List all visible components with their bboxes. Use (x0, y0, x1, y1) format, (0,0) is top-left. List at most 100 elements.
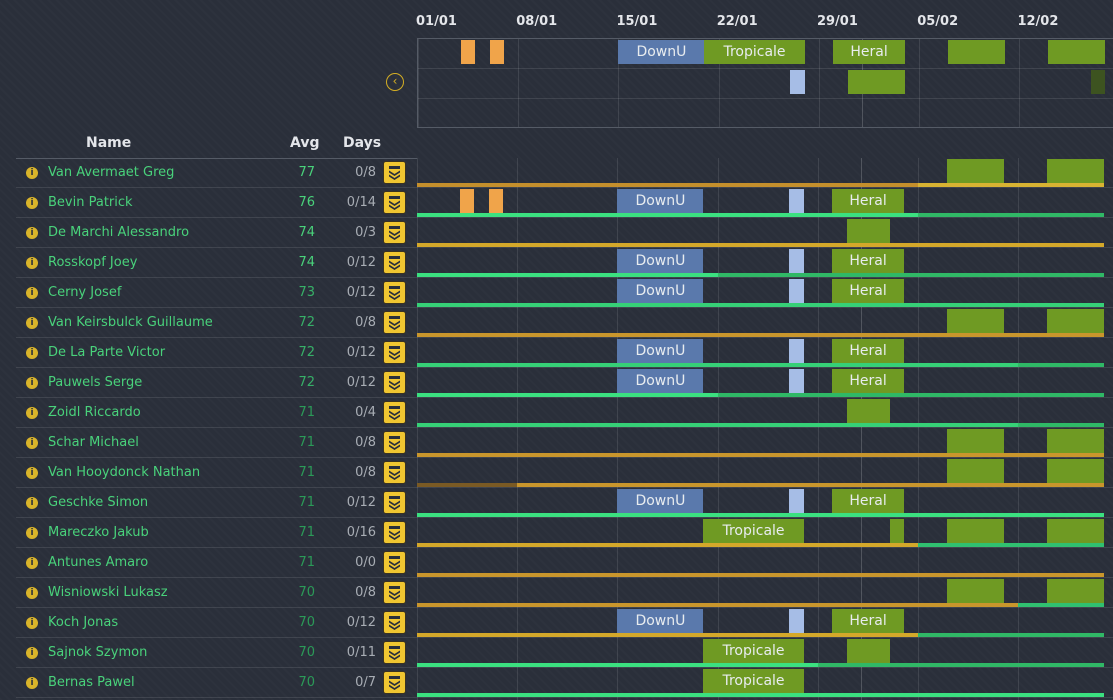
rank-chevron-icon[interactable] (383, 581, 406, 604)
rider-name[interactable]: Antunes Amaro (48, 555, 149, 570)
schedule-race-block[interactable] (946, 159, 1005, 183)
overview-race-block[interactable] (1048, 39, 1106, 64)
schedule-race-block[interactable] (1047, 159, 1105, 183)
rider-row[interactable]: i Rosskopf Joey 74 0/12 DownU Heral (0, 248, 1113, 278)
rank-chevron-icon[interactable] (383, 521, 406, 544)
rider-schedule-track[interactable] (417, 158, 1113, 188)
schedule-race-block[interactable] (946, 519, 1005, 543)
schedule-race-tropicale[interactable]: Tropicale (703, 519, 804, 543)
schedule-race-downu[interactable]: DownU (617, 279, 704, 303)
schedule-race-downu[interactable]: DownU (617, 339, 704, 363)
info-icon[interactable]: i (26, 437, 38, 449)
rider-schedule-track[interactable] (417, 578, 1113, 608)
rider-row[interactable]: i Van Avermaet Greg 77 0/8 (0, 158, 1113, 188)
overview-race-block[interactable] (460, 39, 476, 64)
rider-row[interactable]: i Koch Jonas 70 0/12 DownU Heral (0, 608, 1113, 638)
schedule-race-block[interactable] (488, 189, 503, 213)
rider-name[interactable]: Bernas Pawel (48, 675, 135, 690)
rider-row[interactable]: i Bernas Pawel 70 0/7 Tropicale (0, 668, 1113, 698)
rank-chevron-icon[interactable] (383, 221, 406, 244)
rider-row[interactable]: i Pauwels Serge 72 0/12 DownU Heral (0, 368, 1113, 398)
schedule-race-tropicale[interactable]: Tropicale (703, 639, 804, 663)
schedule-race-block[interactable] (946, 309, 1005, 333)
rider-schedule-track[interactable] (417, 458, 1113, 488)
rank-chevron-icon[interactable] (383, 341, 406, 364)
overview-race-heral[interactable]: Heral (833, 39, 905, 64)
rank-chevron-icon[interactable] (383, 491, 406, 514)
rider-schedule-track[interactable]: Tropicale (417, 668, 1113, 698)
schedule-race-heral[interactable]: Heral (832, 189, 904, 213)
rank-chevron-icon[interactable] (383, 431, 406, 454)
schedule-race-block[interactable] (789, 339, 804, 363)
rank-chevron-icon[interactable] (383, 191, 406, 214)
rider-name[interactable]: Van Avermaet Greg (48, 165, 175, 180)
info-icon[interactable]: i (26, 377, 38, 389)
info-icon[interactable]: i (26, 557, 38, 569)
schedule-race-block[interactable] (789, 489, 804, 513)
rider-row[interactable]: i Cerny Josef 73 0/12 DownU Heral (0, 278, 1113, 308)
schedule-race-block[interactable] (789, 279, 804, 303)
rider-name[interactable]: Geschke Simon (48, 495, 149, 510)
rider-name[interactable]: Schar Michael (48, 435, 139, 450)
info-icon[interactable]: i (26, 617, 38, 629)
rider-row[interactable]: i De La Parte Victor 72 0/12 DownU Heral (0, 338, 1113, 368)
schedule-race-block[interactable] (459, 189, 475, 213)
rider-schedule-track[interactable]: Tropicale (417, 518, 1113, 548)
info-icon[interactable]: i (26, 527, 38, 539)
schedule-race-block[interactable] (846, 399, 890, 423)
rank-chevron-icon[interactable] (383, 641, 406, 664)
info-icon[interactable]: i (26, 227, 38, 239)
rider-row[interactable]: i Van Hooydonck Nathan 71 0/8 (0, 458, 1113, 488)
schedule-race-block[interactable] (789, 249, 804, 273)
rider-schedule-track[interactable]: DownU Heral (417, 248, 1113, 278)
rider-schedule-track[interactable]: DownU Heral (417, 608, 1113, 638)
rank-chevron-icon[interactable] (383, 281, 406, 304)
schedule-race-block[interactable] (1047, 459, 1105, 483)
rider-name[interactable]: Bevin Patrick (48, 195, 133, 210)
chevron-left-icon[interactable]: ‹ (386, 73, 404, 91)
rank-chevron-icon[interactable] (383, 371, 406, 394)
overview-race-downu[interactable]: DownU (618, 39, 705, 64)
rider-schedule-track[interactable]: DownU Heral (417, 338, 1113, 368)
info-icon[interactable]: i (26, 587, 38, 599)
rider-schedule-track[interactable] (417, 218, 1113, 248)
rider-schedule-track[interactable] (417, 398, 1113, 428)
rider-row[interactable]: i Zoidl Riccardo 71 0/4 (0, 398, 1113, 428)
rider-name[interactable]: De La Parte Victor (48, 345, 166, 360)
overview-race-block[interactable] (790, 69, 805, 94)
schedule-race-downu[interactable]: DownU (617, 369, 704, 393)
rider-name[interactable]: Mareczko Jakub (48, 525, 149, 540)
schedule-race-block[interactable] (946, 429, 1005, 453)
rider-schedule-track[interactable] (417, 428, 1113, 458)
rider-row[interactable]: i Wisniowski Lukasz 70 0/8 (0, 578, 1113, 608)
rank-chevron-icon[interactable] (383, 401, 406, 424)
schedule-race-block[interactable] (1047, 429, 1105, 453)
column-header-avg[interactable]: Avg (290, 135, 320, 151)
rider-schedule-track[interactable] (417, 308, 1113, 338)
info-icon[interactable]: i (26, 257, 38, 269)
schedule-race-block[interactable] (789, 369, 804, 393)
rider-name[interactable]: Van Hooydonck Nathan (48, 465, 201, 480)
schedule-race-tropicale[interactable]: Tropicale (703, 669, 804, 693)
rider-schedule-track[interactable]: DownU Heral (417, 278, 1113, 308)
rider-name[interactable]: Rosskopf Joey (48, 255, 138, 270)
column-header-name[interactable]: Name (86, 135, 132, 151)
rider-schedule-track[interactable]: DownU Heral (417, 488, 1113, 518)
rank-chevron-icon[interactable] (383, 611, 406, 634)
rider-name[interactable]: Van Keirsbulck Guillaume (48, 315, 213, 330)
rider-row[interactable]: i Antunes Amaro 71 0/0 (0, 548, 1113, 578)
rank-chevron-icon[interactable] (383, 161, 406, 184)
info-icon[interactable]: i (26, 677, 38, 689)
schedule-race-block[interactable] (789, 189, 804, 213)
rider-schedule-track[interactable]: DownU Heral (417, 368, 1113, 398)
info-icon[interactable]: i (26, 167, 38, 179)
rider-name[interactable]: Koch Jonas (48, 615, 119, 630)
info-icon[interactable]: i (26, 317, 38, 329)
rider-row[interactable]: i Bevin Patrick 76 0/14 DownU Heral (0, 188, 1113, 218)
schedule-race-block[interactable] (846, 639, 890, 663)
info-icon[interactable]: i (26, 467, 38, 479)
rider-row[interactable]: i Geschke Simon 71 0/12 DownU Heral (0, 488, 1113, 518)
rider-schedule-track[interactable]: Tropicale (417, 638, 1113, 668)
schedule-race-block[interactable] (1047, 519, 1105, 543)
overview-race-tropicale[interactable]: Tropicale (704, 39, 805, 64)
